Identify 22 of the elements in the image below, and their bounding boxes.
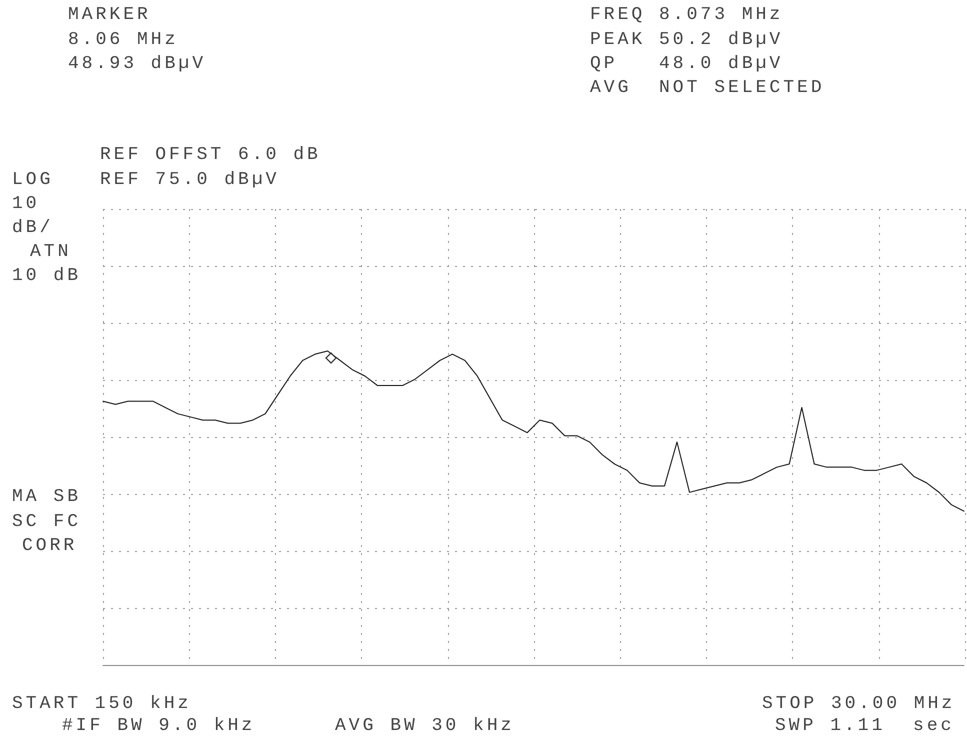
text: 8.06 MHz (68, 30, 178, 50)
text: 48.93 dBµV (68, 54, 206, 74)
text: CORR (22, 536, 78, 556)
text: START 150 kHz (12, 694, 192, 714)
text: 10 dB (12, 266, 82, 286)
text: SC FC (12, 512, 82, 532)
text: dB/ (12, 218, 54, 238)
text: MA SB (12, 487, 82, 507)
text: QP 48.0 dBµV (590, 54, 784, 74)
text: FREQ 8.073 MHz (590, 5, 784, 25)
text: 10 (12, 194, 40, 214)
text: ATN (30, 242, 72, 262)
text: STOP 30.00 MHz (762, 694, 956, 714)
text: LOG (12, 170, 54, 190)
text: #IF BW 9.0 kHz (62, 716, 256, 736)
text: PEAK 50.2 dBµV (590, 30, 784, 50)
text: REF 75.0 dBµV (100, 170, 280, 190)
text: REF OFFST 6.0 dB (100, 145, 321, 165)
text: AVG BW 30 kHz (335, 716, 514, 736)
text: SWP 1.11 sec (775, 716, 954, 736)
text: MARKER (68, 5, 151, 25)
text: AVG NOT SELECTED (590, 78, 825, 98)
